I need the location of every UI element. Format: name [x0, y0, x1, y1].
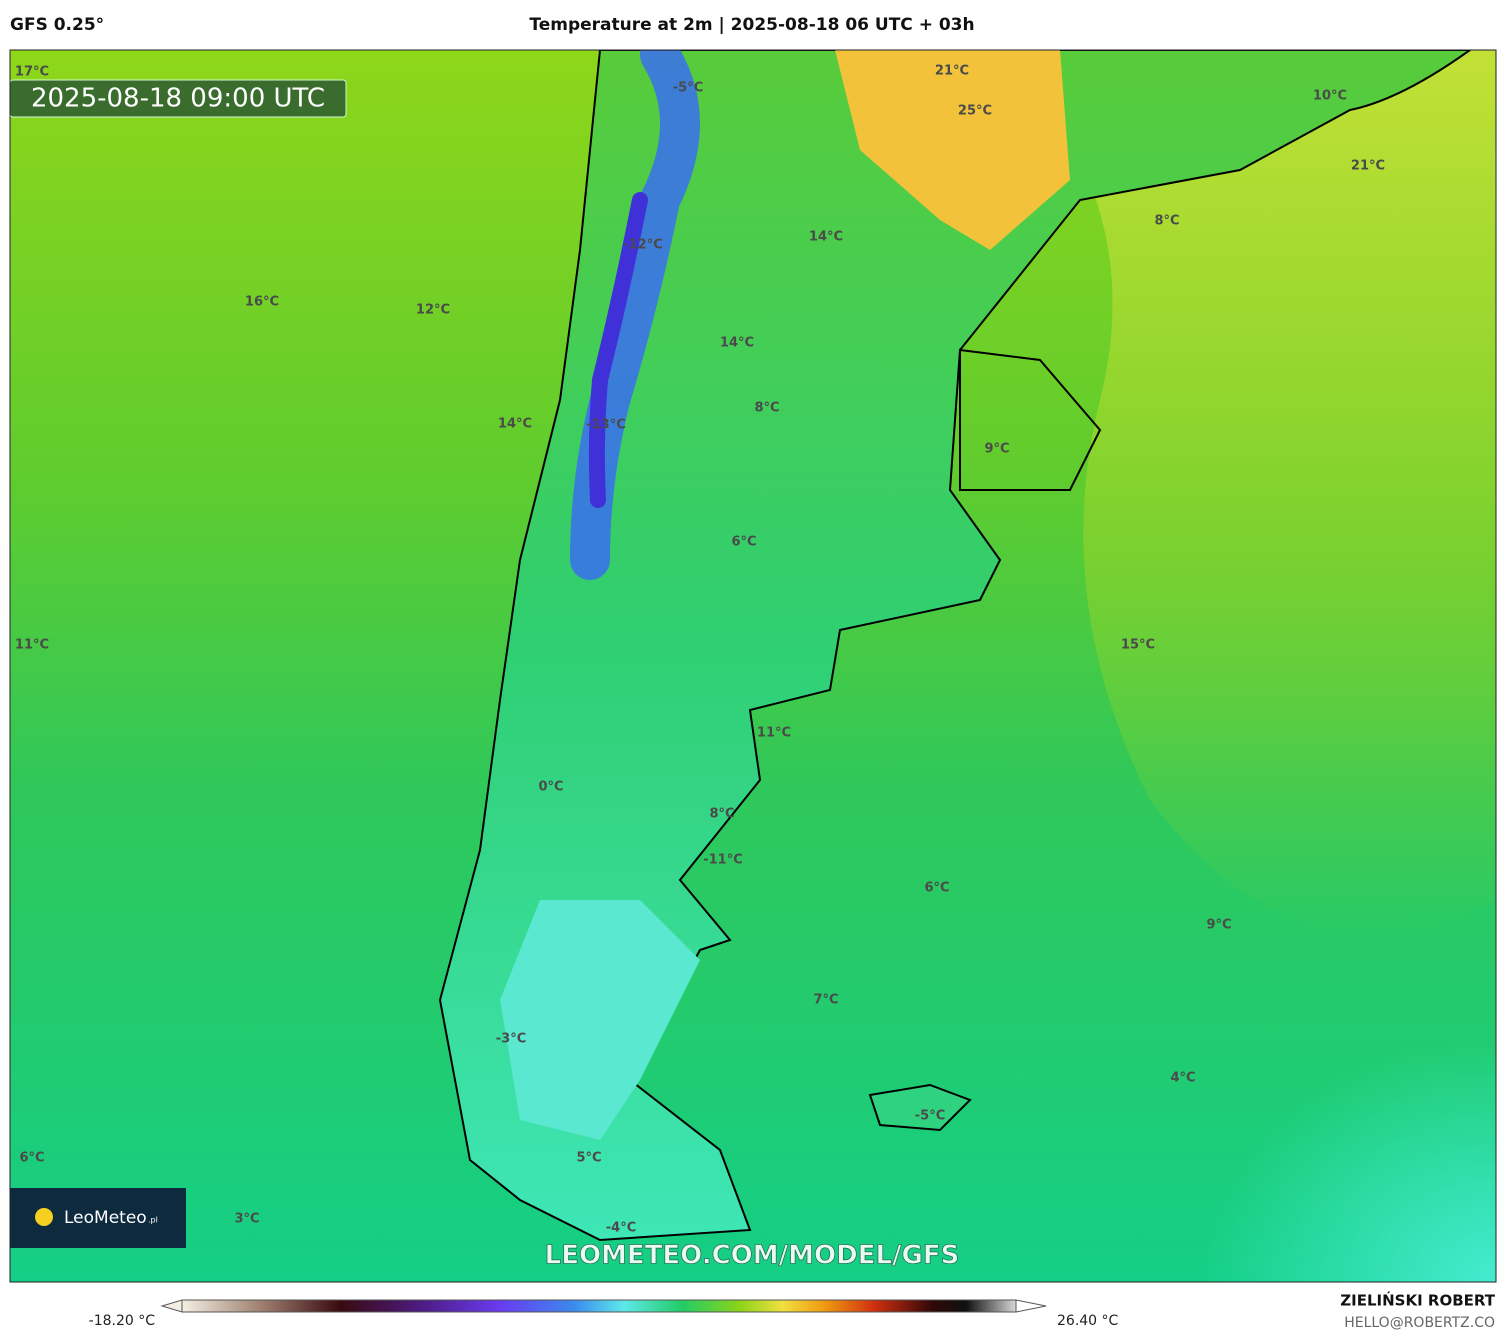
author: ZIELIŃSKI ROBERT: [1340, 1291, 1495, 1310]
time-box: [10, 79, 347, 118]
temperature-label: 21°C: [935, 64, 969, 79]
temperature-label: 9°C: [984, 442, 1009, 457]
temperature-label: 14°C: [809, 230, 843, 245]
temperature-label: 17°C: [15, 65, 49, 80]
colorbar-low-arrow: [160, 1299, 183, 1313]
falklands: [868, 1083, 972, 1132]
contact: HELLO@ROBERTZ.CO: [1344, 1315, 1495, 1331]
warm-atlantic: [1000, 50, 1496, 934]
colorbar-max: 26.40 °C: [1057, 1313, 1119, 1329]
temperature-label: -11°C: [703, 853, 743, 868]
andes-coldest: [588, 192, 648, 508]
valid-time: 2025-08-18 09:00 UTC: [31, 84, 325, 114]
temperature-label: -12°C: [623, 238, 663, 253]
temperature-label: 10°C: [1313, 89, 1347, 104]
temperature-label: 12°C: [416, 303, 450, 318]
warm-region: [835, 50, 1070, 250]
logo-suffix: .pl: [148, 1216, 158, 1225]
temperature-label: 21°C: [1351, 159, 1385, 174]
cool-atlantic: [900, 800, 1496, 1282]
colorbar-high-arrow: [1015, 1299, 1047, 1313]
cold-patagonia: [500, 900, 700, 1140]
temperature-label: -4°C: [606, 1221, 636, 1236]
temperature-label: 11°C: [15, 638, 49, 653]
map: 17°C -5°C 21°C 25°C 10°C 21°C 8°C 14°C -12°C 16°C…: [10, 50, 1496, 1282]
temperature-label: 25°C: [958, 104, 992, 119]
temperature-label: -5°C: [915, 1109, 945, 1124]
temperature-label: 5°C: [576, 1151, 601, 1166]
temperature-label: 8°C: [1154, 214, 1179, 229]
country-border: [959, 348, 1102, 491]
temperature-label: 6°C: [924, 881, 949, 896]
temperature-label: 4°C: [1170, 1071, 1195, 1086]
temperature-label: 15°C: [1121, 638, 1155, 653]
logo-sun: [35, 1208, 53, 1226]
watermark: LEOMETEO.COM/MODEL/GFS: [545, 1241, 960, 1271]
temperature-label: 14°C: [720, 336, 754, 351]
logo: LeoMeteo: [64, 1208, 147, 1228]
temperature-labels: 17°C -5°C 21°C 25°C 10°C 21°C 8°C 14°C -12°C 16°C…: [15, 64, 1385, 1236]
temperature-label: 16°C: [245, 295, 279, 310]
model-name: GFS 0.25°: [10, 15, 104, 35]
continent: [438, 50, 1472, 1242]
temperature-label: 8°C: [754, 401, 779, 416]
colorbar-bar: [181, 1299, 1017, 1313]
temperature-label: 7°C: [813, 993, 838, 1008]
temperature-label: 14°C: [498, 417, 532, 432]
map-frame: [9, 49, 1497, 1283]
temperature-label: 3°C: [234, 1212, 259, 1227]
temperature-label: 11°C: [757, 726, 791, 741]
temperature-label: 8°C: [709, 807, 734, 822]
colorbar: [160, 1299, 1047, 1313]
temperature-label: -3°C: [496, 1032, 526, 1047]
temperature-label: 6°C: [731, 535, 756, 550]
temperature-label: 9°C: [1206, 918, 1231, 933]
temperature-label: 0°C: [538, 780, 563, 795]
map-title: Temperature at 2m | 2025-08-18 06 UTC + …: [529, 15, 974, 35]
temperature-label: -5°C: [673, 81, 703, 96]
colorbar-min: -18.20 °C: [89, 1313, 156, 1329]
temperature-label: -13°C: [586, 418, 626, 433]
temperature-label: 6°C: [19, 1151, 44, 1166]
